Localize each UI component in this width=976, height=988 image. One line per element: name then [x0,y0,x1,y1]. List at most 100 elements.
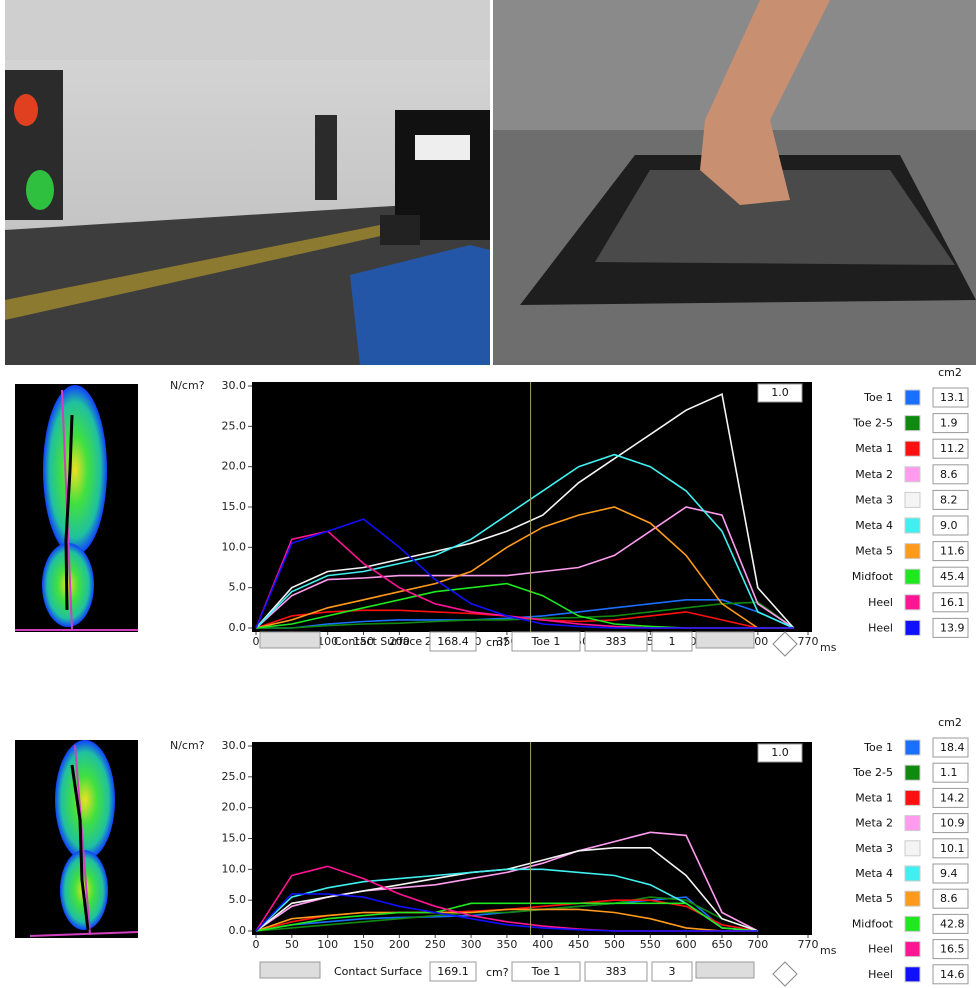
legend-swatch [905,416,920,431]
y-tick-label: 25.0 [222,419,247,432]
y-tick-label: 30.0 [222,379,247,392]
area-value: 9.0 [940,519,958,532]
index-value: 3 [669,965,676,978]
area-value: 13.9 [940,621,965,634]
area-value: 45.4 [940,570,965,583]
area-value: 16.1 [940,596,965,609]
figure: N/cm?ms0.05.010.015.020.025.030.00501001… [0,0,976,988]
x-unit: ms [820,641,837,654]
y-tick-label: 5.0 [229,581,247,594]
y-tick-label: 0.0 [229,924,247,937]
legend-swatch [905,467,920,482]
legend-label: Meta 5 [855,892,893,905]
area-value: 8.6 [940,468,958,481]
legend-swatch [905,967,920,982]
legend-swatch [905,816,920,831]
legend-label: Meta 2 [855,468,893,481]
surface-unit: cm? [486,966,509,979]
scale-value: 1.0 [771,386,789,399]
x-tick-label: 500 [604,938,625,951]
toolbar-label: Contact Surface [334,635,422,648]
legend-swatch [905,790,920,805]
y-tick-label: 15.0 [222,500,247,513]
area-value: 14.6 [940,968,965,981]
x-tick-label: 150 [353,938,374,951]
time-value: 383 [606,635,627,648]
area-value: 10.9 [940,817,965,830]
legend-swatch [905,942,920,957]
legend-swatch [905,518,920,533]
tool-icons [696,962,754,978]
area-value: 8.6 [940,892,958,905]
legend-swatch [905,620,920,635]
x-tick-label: 200 [389,938,410,951]
x-tick-label: 0 [253,938,260,951]
tool-icons [696,632,754,648]
legend-swatch [905,866,920,881]
x-tick-label: 770 [798,938,819,951]
legend-swatch [905,740,920,755]
time-value: 383 [606,965,627,978]
legend-swatch [905,765,920,780]
legend-swatch [905,891,920,906]
area-value: 16.5 [940,943,965,956]
area-value: 1.9 [940,417,958,430]
legend-swatch [905,916,920,931]
y-tick-label: 25.0 [222,770,247,783]
legend-label: Heel [868,968,893,981]
tool-icons [260,632,320,648]
area-value: 10.1 [940,842,965,855]
legend-label: Meta 3 [855,493,893,506]
region-name: Toe 1 [531,635,561,648]
y-tick-label: 20.0 [222,460,247,473]
nav-control [773,632,797,656]
x-tick-label: 700 [747,938,768,951]
legend-swatch [905,390,920,405]
legend-label: Heel [868,621,893,634]
legend-label: Heel [868,943,893,956]
x-tick-label: 550 [640,938,661,951]
legend-label: Meta 4 [855,519,893,532]
contact-surface: 169.1 [437,965,469,978]
legend-label: Meta 4 [855,867,893,880]
photo-plate [493,0,976,365]
y-unit: N/cm? [170,379,205,392]
y-tick-label: 10.0 [222,540,247,553]
y-tick-label: 10.0 [222,862,247,875]
legend-swatch [905,595,920,610]
foot-map [15,384,138,632]
legend-label: Midfoot [852,570,894,583]
area-value: 42.8 [940,917,965,930]
x-tick-label: 250 [425,938,446,951]
y-unit: N/cm? [170,739,205,752]
photo-room [5,0,490,365]
legend-label: Toe 2-5 [852,766,893,779]
legend-swatch [905,544,920,559]
scale-value: 1.0 [771,746,789,759]
area-value: 14.2 [940,791,965,804]
y-tick-label: 0.0 [229,621,247,634]
x-tick-label: 770 [798,635,819,648]
legend-swatch [905,569,920,584]
y-tick-label: 20.0 [222,801,247,814]
x-tick-label: 50 [285,938,299,951]
x-tick-label: 400 [532,938,553,951]
x-tick-label: 600 [676,938,697,951]
area-value: 11.6 [940,545,965,558]
x-tick-label: 0 [253,635,260,648]
surface-unit: cm? [486,636,509,649]
area-unit: cm2 [938,716,962,729]
x-unit: ms [820,944,837,957]
plot-area [252,382,812,632]
legend-label: Meta 1 [855,442,893,455]
y-tick-label: 15.0 [222,832,247,845]
y-tick-label: 30.0 [222,739,247,752]
area-value: 8.2 [940,493,958,506]
legend-label: Meta 5 [855,545,893,558]
foot-map [15,740,138,938]
legend-label: Toe 2-5 [852,417,893,430]
area-value: 9.4 [940,867,958,880]
legend-label: Meta 1 [855,791,893,804]
x-tick-label: 300 [461,938,482,951]
legend-label: Heel [868,596,893,609]
